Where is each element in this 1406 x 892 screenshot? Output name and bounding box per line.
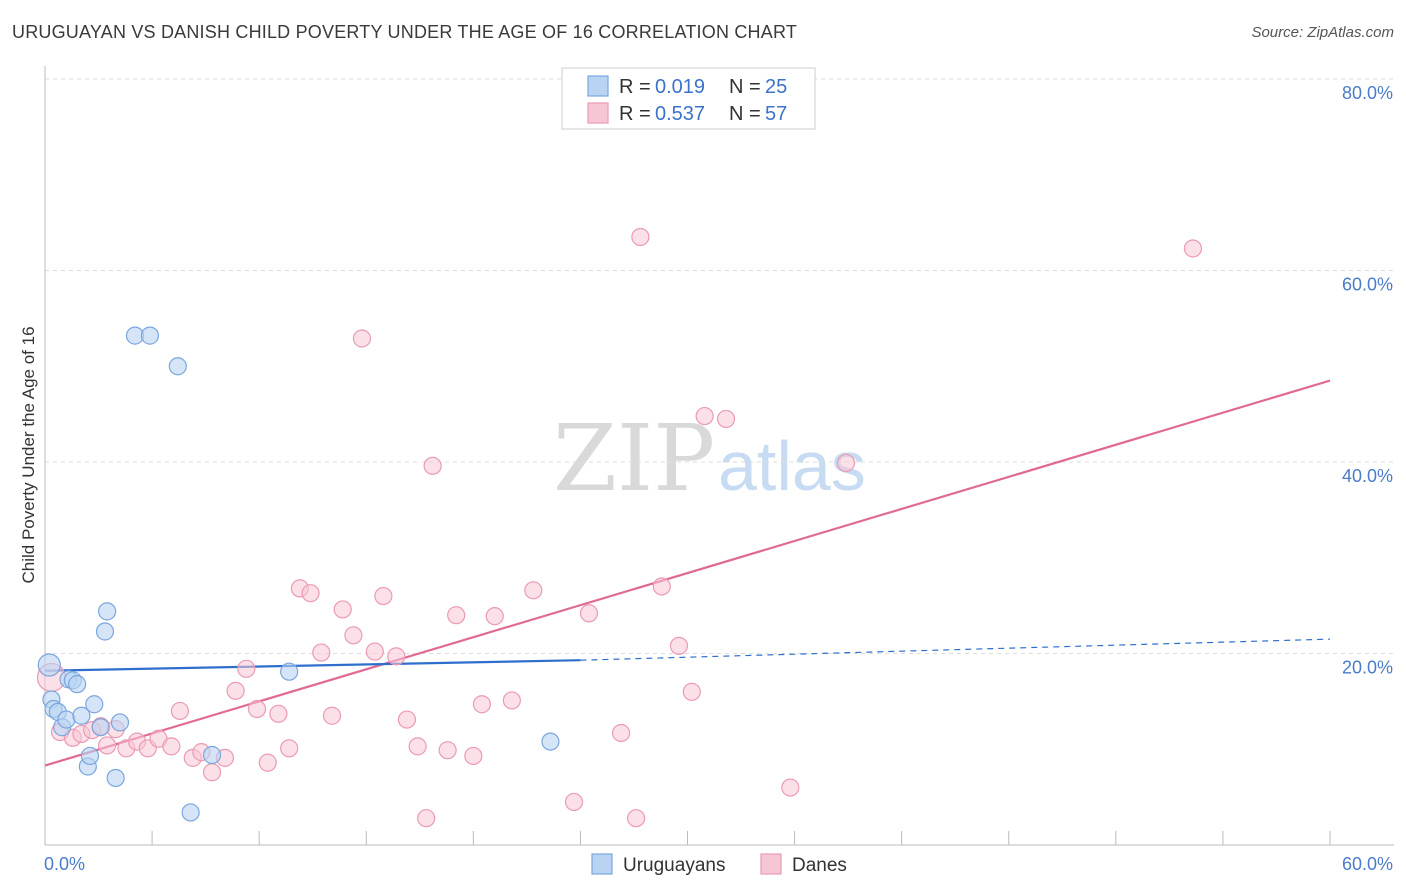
danes-points [36, 227, 1203, 828]
danes-point [438, 741, 457, 760]
uruguayans-point [98, 602, 117, 621]
danes-point [423, 456, 442, 475]
uruguayans-point [57, 710, 76, 729]
danes-point [1183, 239, 1203, 258]
danes-point [258, 753, 277, 772]
chart-title: URUGUAYAN VS DANISH CHILD POVERTY UNDER … [12, 22, 798, 42]
uruguayans-point [106, 768, 125, 788]
y-tick-label: 40.0% [1342, 466, 1393, 486]
danes-point [162, 737, 181, 756]
uruguayans-point [72, 706, 91, 725]
uruguayans-point [110, 713, 130, 732]
danes-point [695, 406, 714, 426]
bottom-legend-swatch-uruguayans [591, 853, 613, 875]
legend-r-label-danes: R = [619, 103, 651, 125]
legend-r-label-uruguayans: R = [619, 76, 651, 98]
uruguayans-point [68, 675, 87, 694]
source-label: Source: ZipAtlas.com [1251, 24, 1394, 41]
danes-point [98, 736, 117, 755]
danes-point [312, 643, 331, 662]
uruguayans-point [541, 732, 560, 751]
y-tick-label: 60.0% [1342, 275, 1393, 295]
y-tick-label: 20.0% [1342, 658, 1393, 678]
y-tick-label: 80.0% [1342, 83, 1393, 103]
legend-n-label-danes: N = [729, 103, 761, 125]
danes-point [352, 329, 372, 348]
danes-point [365, 642, 384, 661]
uruguayans-point [91, 718, 110, 737]
danes-point [170, 701, 190, 721]
danes-point [682, 682, 701, 701]
danes-point [374, 586, 393, 606]
uruguayans-point [280, 662, 299, 681]
legend-swatch-uruguayans [587, 75, 609, 97]
uruguayans-point [181, 803, 200, 822]
danes-point [387, 647, 406, 666]
danes-point [652, 577, 671, 596]
danes-point [716, 409, 736, 429]
danes-point [612, 723, 631, 743]
legend-n-value-uruguayans: 25 [765, 76, 787, 98]
legend-n-label-uruguayans: N = [729, 76, 761, 98]
bottom-legend-label-danes: Danes [792, 855, 847, 876]
uruguayans-trend-line [44, 659, 581, 672]
y-axis-label: Child Poverty Under the Age of 16 [19, 326, 38, 583]
danes-point [464, 746, 483, 766]
uruguayans-point [85, 695, 104, 714]
danes-point [322, 706, 342, 725]
danes-point [781, 778, 800, 797]
uruguayans-point [80, 746, 100, 766]
danes-point [472, 695, 491, 714]
bottom-legend-swatch-danes [760, 853, 782, 875]
danes-point [237, 659, 256, 678]
danes-point [269, 704, 288, 723]
uruguayans-trend-extension [580, 638, 1331, 661]
uruguayans-point [95, 622, 115, 641]
danes-point [397, 710, 417, 729]
legend-n-value-danes: 57 [765, 103, 787, 125]
legend-swatch-danes [587, 102, 609, 124]
bottom-legend-label-uruguayans: Uruguayans [623, 855, 725, 876]
legend-r-value-danes: 0.537 [655, 103, 705, 125]
danes-point [226, 681, 245, 700]
danes-point [669, 636, 689, 655]
danes-point [485, 607, 504, 626]
danes-point [202, 763, 222, 782]
danes-point [417, 809, 436, 828]
y-tick-labels: 20.0% 40.0% 60.0% 80.0% [1342, 83, 1393, 678]
bottom-legend: Uruguayans Danes [591, 853, 847, 876]
uruguayans-point [140, 326, 160, 345]
danes-point [564, 792, 584, 812]
uruguayans-point [168, 357, 187, 376]
x-tick-labels: 0.0% 60.0% [44, 854, 1393, 874]
danes-point [333, 600, 352, 619]
danes-point [408, 737, 427, 756]
danes-point [626, 809, 646, 828]
danes-point [631, 227, 650, 247]
danes-point [301, 584, 320, 603]
watermark-zip: ZIP [553, 405, 715, 512]
uruguayans-point [37, 653, 61, 677]
danes-point [344, 626, 363, 645]
danes-point [280, 739, 299, 758]
uruguayans-points [37, 326, 560, 822]
danes-point [502, 691, 521, 710]
legend-box: R = 0.019 N = 25 R = 0.537 N = 57 [561, 67, 816, 130]
danes-point [524, 581, 543, 600]
x-tick-label: 0.0% [44, 854, 85, 874]
legend-r-value-uruguayans: 0.019 [655, 76, 705, 98]
uruguayans-point [202, 745, 222, 765]
danes-point [447, 606, 466, 625]
danes-point [579, 604, 599, 623]
gridlines [45, 78, 1394, 654]
axes [44, 66, 1394, 846]
danes-point [247, 699, 267, 719]
danes-point [836, 453, 856, 473]
x-tick-label: 60.0% [1342, 854, 1393, 874]
